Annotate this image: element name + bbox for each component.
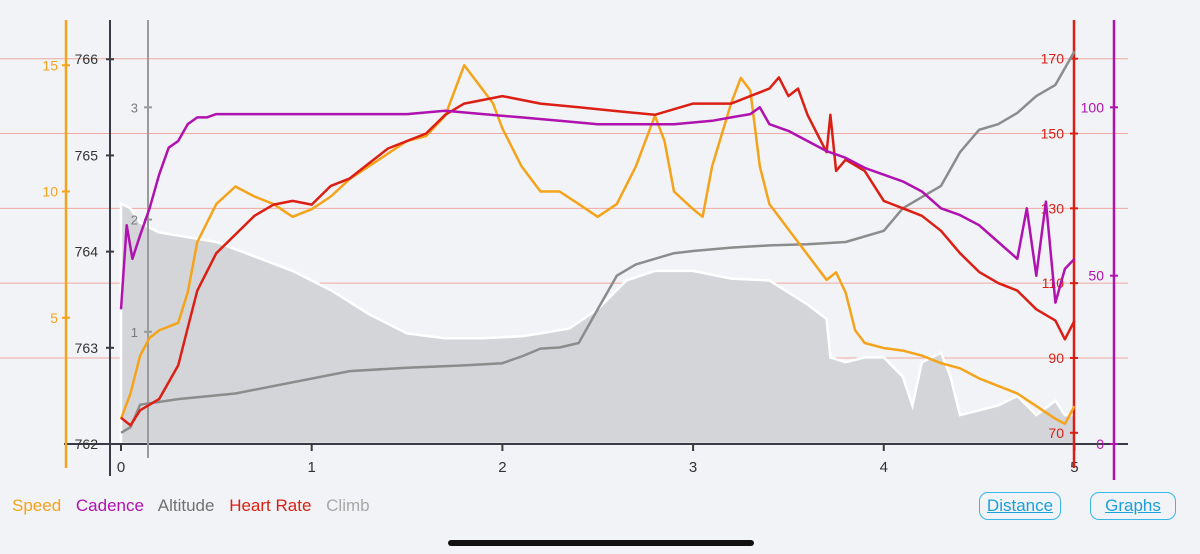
graphs-button[interactable]: Graphs xyxy=(1090,492,1176,520)
series-lines xyxy=(119,50,1076,434)
heart-rate-line xyxy=(120,76,1076,427)
legend-heart-rate: Heart Rate xyxy=(229,496,312,515)
legend-altitude: Altitude xyxy=(157,496,215,515)
cadence-tick-label: 50 xyxy=(1088,268,1104,284)
x-tick-label: 3 xyxy=(689,459,697,476)
climb-tick-label: 2 xyxy=(131,213,138,228)
legend-speed: Speed xyxy=(12,496,62,515)
altitude-area xyxy=(119,201,1076,446)
x-tick-label: 4 xyxy=(880,459,888,476)
legend-climb: Climb xyxy=(326,496,370,515)
altitude-tick-label: 766 xyxy=(75,51,99,67)
speed-tick-label: 10 xyxy=(42,184,58,200)
altitude-tick-label: 765 xyxy=(75,147,99,163)
heart-rate-tick-label: 70 xyxy=(1048,425,1064,441)
x-tick-label: 0 xyxy=(117,459,125,476)
climb-tick-label: 1 xyxy=(131,325,138,340)
x-tick-label: 1 xyxy=(308,459,316,476)
altitude-tick-label: 762 xyxy=(75,436,99,452)
speed-tick-label: 15 xyxy=(42,57,58,73)
heart-rate-tick-label: 150 xyxy=(1041,126,1065,142)
altitude-tick-label: 764 xyxy=(75,244,99,260)
distance-button[interactable]: Distance xyxy=(979,492,1061,520)
x-tick-label: 2 xyxy=(498,459,506,476)
axes: 0123455101576276376476576612370901101301… xyxy=(42,20,1128,480)
legend: Speed Cadence Altitude Heart Rate Climb xyxy=(12,496,380,516)
home-indicator xyxy=(448,540,754,546)
heart-rate-tick-label: 170 xyxy=(1041,51,1065,67)
cadence-tick-label: 100 xyxy=(1081,99,1105,115)
altitude-tick-label: 763 xyxy=(75,340,99,356)
heart-rate-tick-label: 90 xyxy=(1048,350,1064,366)
climb-line xyxy=(120,50,1076,434)
cadence-line xyxy=(119,106,1076,310)
legend-cadence: Cadence xyxy=(75,496,144,515)
speed-line xyxy=(119,64,1076,426)
cadence-tick-label: 0 xyxy=(1096,436,1104,452)
climb-tick-label: 3 xyxy=(131,100,138,115)
speed-tick-label: 5 xyxy=(50,310,58,326)
